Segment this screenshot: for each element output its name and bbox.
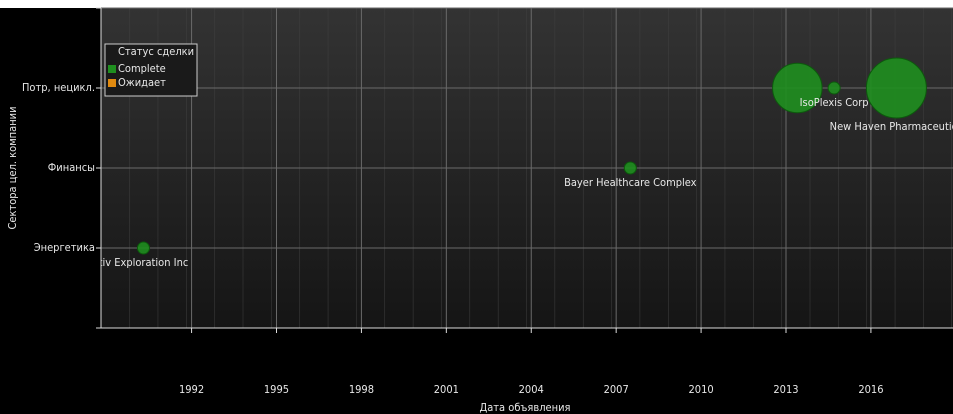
x-tick-label: 2013 xyxy=(773,383,798,396)
legend-swatch xyxy=(108,79,116,87)
x-tick-label: 2010 xyxy=(688,383,713,396)
bubble xyxy=(865,57,927,119)
x-tick-label: 2016 xyxy=(858,383,883,396)
y-axis-title: Сектора цел. компании xyxy=(6,106,19,229)
bubble xyxy=(136,241,150,255)
x-tick-label: 2001 xyxy=(434,383,459,396)
x-axis-title: Дата объявления xyxy=(480,401,571,414)
point-label: IsoPlexis Corp xyxy=(800,96,869,109)
x-tick-label: 2004 xyxy=(519,383,544,396)
axes: 1992 1995 1998 2001 2004 2007 2010 2013 2016 Энер… xyxy=(22,7,884,396)
legend-swatch xyxy=(108,65,116,73)
marks: tiv Exploration Inc Bayer Healthcare Comp… xyxy=(99,57,953,269)
x-tick-label: 1998 xyxy=(349,383,374,396)
y-tick-label: Потр, нецикл. xyxy=(22,81,95,94)
point-label: Bayer Healthcare Complex xyxy=(564,176,697,189)
bubble xyxy=(827,81,841,95)
top-band xyxy=(0,0,953,8)
y-tick-label: Энергетика xyxy=(34,241,95,254)
x-tick-label: 2007 xyxy=(604,383,629,396)
point-label: New Haven Pharmaceutica xyxy=(830,120,953,133)
legend-box xyxy=(104,43,198,97)
x-tick-label: 1992 xyxy=(179,383,204,396)
y-tick-label: Финансы xyxy=(48,161,95,174)
legend-label: Ожидает xyxy=(118,76,166,89)
legend-title: Статус сделки xyxy=(118,45,194,58)
x-tick-label: 1995 xyxy=(264,383,289,396)
grid xyxy=(101,7,953,329)
point-label: tiv Exploration Inc xyxy=(99,256,189,269)
bubble xyxy=(623,161,637,175)
legend-label: Complete xyxy=(118,62,166,75)
bubble xyxy=(772,62,823,114)
